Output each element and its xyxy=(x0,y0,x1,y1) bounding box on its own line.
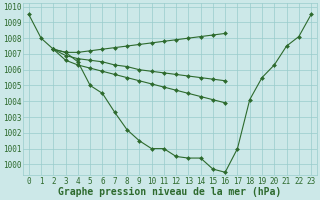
X-axis label: Graphe pression niveau de la mer (hPa): Graphe pression niveau de la mer (hPa) xyxy=(58,187,282,197)
